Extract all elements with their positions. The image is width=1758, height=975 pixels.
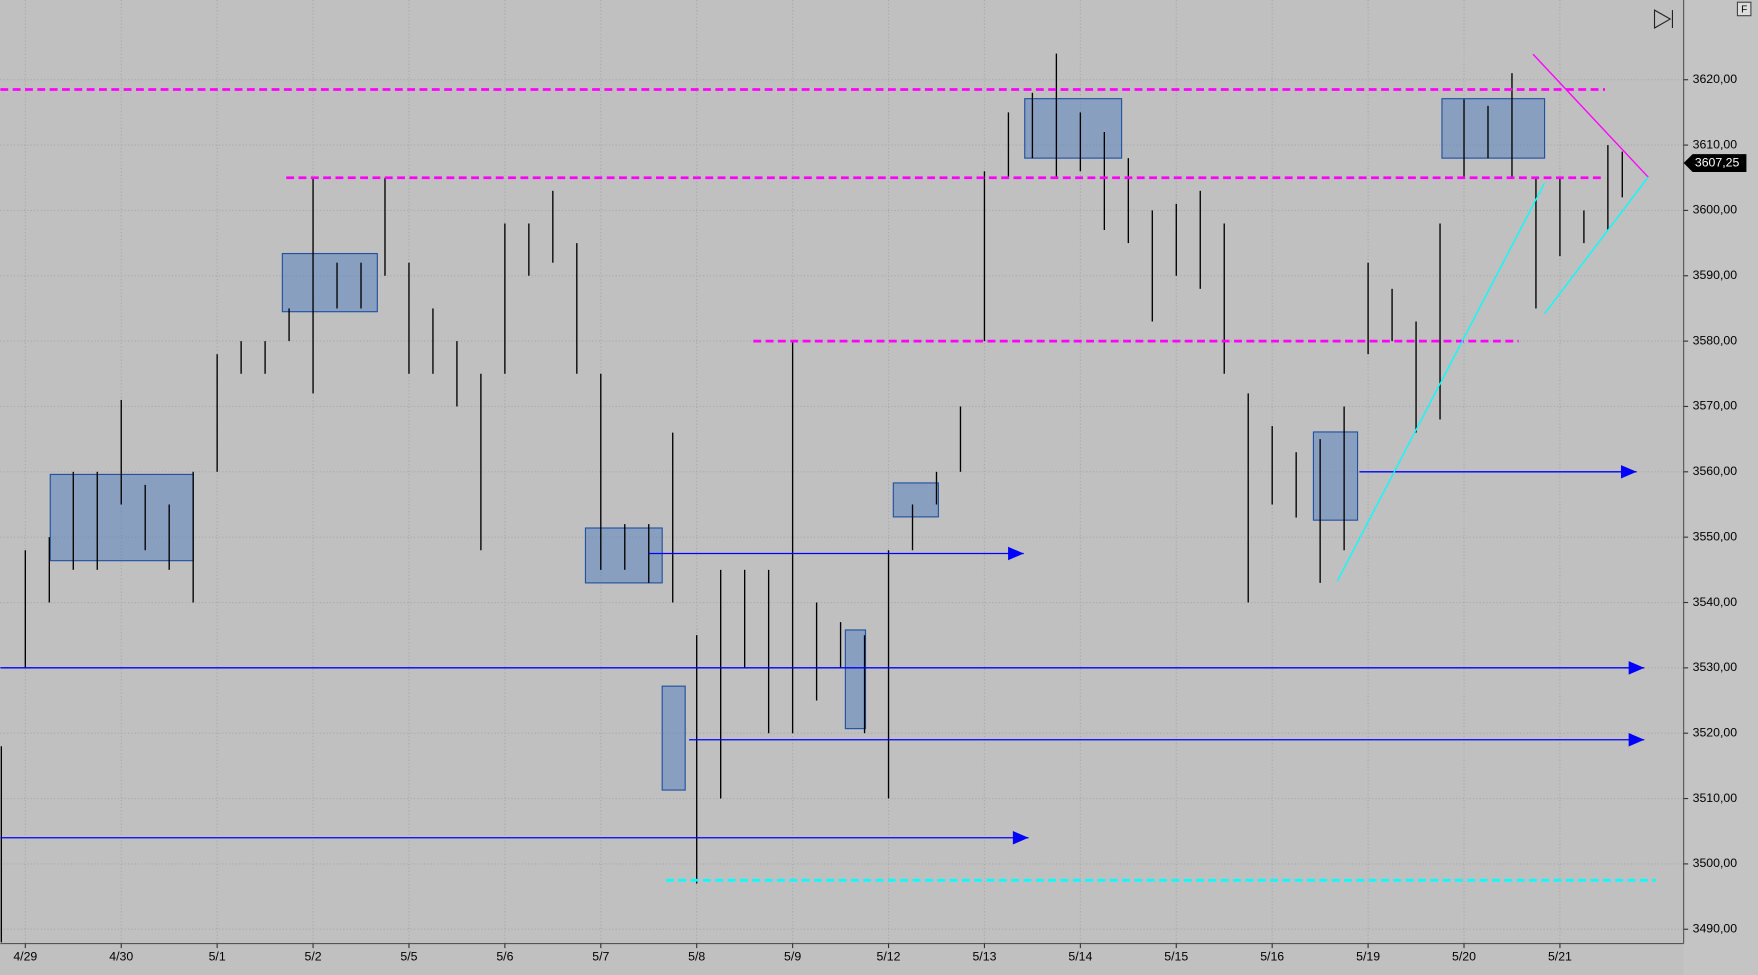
x-tick-label: 5/19 bbox=[1356, 949, 1380, 963]
play-triangle[interactable] bbox=[1653, 9, 1672, 29]
x-tick-label: 5/1 bbox=[209, 949, 226, 963]
x-tick-label: 5/15 bbox=[1164, 949, 1188, 963]
y-tick-label: 3590,00 bbox=[1693, 268, 1738, 282]
x-tick-label: 5/7 bbox=[592, 949, 609, 963]
zone-box bbox=[1024, 98, 1123, 159]
x-tick-label: 4/30 bbox=[109, 949, 133, 963]
corner-button[interactable] bbox=[1736, 1, 1752, 17]
y-tick-label: 3490,00 bbox=[1693, 921, 1738, 935]
y-tick-label: 3510,00 bbox=[1693, 791, 1738, 805]
y-tick-label: 3620,00 bbox=[1693, 72, 1738, 86]
y-tick-label: 3550,00 bbox=[1693, 529, 1738, 543]
y-tick-label: 3500,00 bbox=[1693, 856, 1738, 870]
last-price-label: 3607,25 bbox=[1695, 155, 1740, 169]
corner-button-label[interactable]: F bbox=[1741, 5, 1747, 16]
y-tick-label: 3540,00 bbox=[1693, 595, 1738, 609]
trend-line bbox=[1336, 182, 1546, 582]
zone-box bbox=[1441, 98, 1546, 159]
x-tick-label: 5/5 bbox=[400, 949, 417, 963]
y-tick-label: 3520,00 bbox=[1693, 725, 1738, 739]
zone-box bbox=[584, 527, 663, 584]
y-tick-label: 3600,00 bbox=[1693, 203, 1738, 217]
level-arrow bbox=[1628, 661, 1645, 675]
y-tick-label: 3570,00 bbox=[1693, 399, 1738, 413]
x-tick-label: 5/16 bbox=[1260, 949, 1284, 963]
y-tick-label: 3560,00 bbox=[1693, 464, 1738, 478]
x-tick-label: 5/8 bbox=[688, 949, 705, 963]
x-tick-label: 5/13 bbox=[972, 949, 996, 963]
y-tick-label: 3530,00 bbox=[1693, 660, 1738, 674]
zone-box bbox=[892, 482, 939, 518]
x-tick-label: 4/29 bbox=[13, 949, 37, 963]
y-tick-label: 3610,00 bbox=[1693, 137, 1738, 151]
zone-box bbox=[661, 685, 686, 791]
x-tick-label: 5/9 bbox=[784, 949, 801, 963]
level-arrow bbox=[1628, 733, 1645, 747]
level-arrow bbox=[1012, 831, 1029, 845]
x-tick-label: 5/2 bbox=[304, 949, 321, 963]
trend-line bbox=[1544, 176, 1649, 315]
x-tick-label: 5/6 bbox=[496, 949, 513, 963]
x-tick-label: 5/21 bbox=[1548, 949, 1572, 963]
x-tick-label: 5/12 bbox=[877, 949, 901, 963]
play-icon[interactable] bbox=[1653, 9, 1674, 29]
last-price-tag bbox=[1683, 154, 1747, 173]
y-tick-label: 3580,00 bbox=[1693, 333, 1738, 347]
x-tick-label: 5/20 bbox=[1452, 949, 1476, 963]
zone-box bbox=[281, 252, 378, 313]
trend-line bbox=[1532, 53, 1649, 178]
level-arrow bbox=[1620, 465, 1637, 479]
x-tick-label: 5/14 bbox=[1068, 949, 1092, 963]
level-arrow bbox=[1008, 546, 1024, 561]
zone-box bbox=[844, 629, 867, 730]
